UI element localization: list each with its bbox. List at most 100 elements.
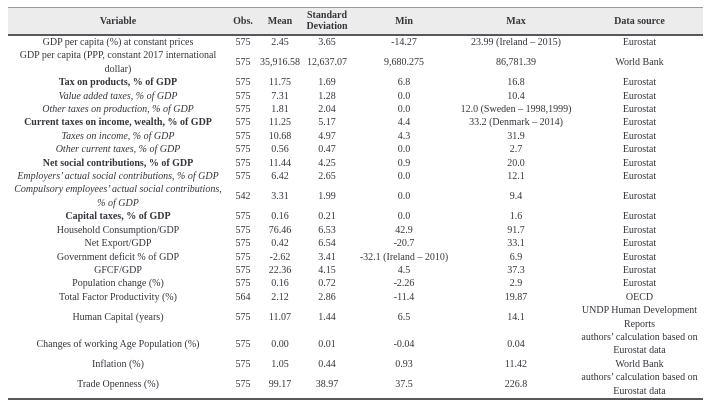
cell-obs: 575	[235, 211, 251, 223]
cell-obs: 575	[235, 278, 251, 290]
cell-max: 33.1	[507, 238, 525, 250]
cell-variable: Employers’ actual social contributions, …	[17, 171, 219, 183]
cell-max: 86,781.39	[496, 57, 536, 69]
table-row: Employers’ actual social contributions, …	[8, 170, 703, 183]
cell-sd: 1.99	[318, 191, 336, 203]
cell-mean: 0.16	[271, 278, 289, 290]
cell-mean: 1.05	[271, 358, 289, 370]
cell-min: 6.5	[397, 311, 411, 323]
cell-source: OECD	[625, 291, 654, 303]
cell-sd: 3.65	[318, 37, 336, 48]
cell-source: Eurostat	[622, 238, 657, 250]
cell-max: 23.99 (Ireland – 2015)	[471, 37, 561, 48]
header-row: Variable Obs. Mean Standard Deviation Min Max…	[8, 7, 703, 36]
cell-obs: 564	[235, 291, 251, 303]
cell-variable: Compulsory employees’ actual social cont…	[14, 184, 222, 209]
cell-mean: 11.07	[268, 311, 292, 323]
cell-variable: Inflation (%)	[92, 358, 144, 370]
cell-mean: 76.46	[268, 224, 292, 236]
cell-sd: 0.21	[318, 211, 336, 223]
cell-obs: 575	[235, 338, 251, 350]
cell-max: 2.7	[509, 144, 523, 156]
cell-mean: 11.25	[268, 117, 292, 129]
cell-source: Eurostat	[622, 117, 657, 129]
cell-min: 0.9	[397, 157, 411, 169]
cell-mean: 7.31	[271, 90, 289, 102]
cell-mean: 22.36	[268, 264, 292, 276]
cell-min: 9,680.275	[384, 57, 424, 69]
cell-variable: Human Capital (years)	[72, 311, 164, 323]
cell-max: 2.9	[509, 278, 523, 290]
cell-sd: 3.41	[318, 251, 336, 263]
cell-sd: 6.53	[318, 224, 336, 236]
cell-mean: 0.42	[271, 238, 289, 250]
cell-obs: 542	[235, 191, 251, 203]
table-row: Population change (%) 575 0.16 0.72 -2.26 2.9…	[8, 277, 703, 290]
cell-mean: 0.16	[271, 211, 289, 223]
table-header: Variable Obs. Mean Standard Deviation Min Max…	[8, 7, 703, 36]
cell-max: 33.2 (Denmark – 2014)	[469, 117, 563, 129]
table-row: GDP per capita (%) at constant prices 575…	[8, 35, 703, 49]
cell-sd: 4.25	[318, 157, 336, 169]
cell-obs: 575	[235, 224, 251, 236]
cell-sd: 1.28	[318, 90, 336, 102]
cell-source: Eurostat	[622, 77, 657, 89]
cell-mean: 3.31	[271, 191, 289, 203]
cell-variable: Net social contributions, % of GDP	[42, 157, 194, 169]
cell-max: 91.7	[507, 224, 525, 236]
cell-min: 4.4	[397, 117, 411, 129]
cell-sd: 0.44	[318, 358, 336, 370]
cell-sd: 2.04	[318, 104, 336, 116]
cell-min: -32.1 (Ireland – 2010)	[359, 251, 449, 263]
cell-obs: 575	[235, 130, 251, 142]
cell-sd: 38.97	[302, 371, 352, 400]
cell-mean: 2.12	[271, 291, 289, 303]
table-row: Net social contributions, % of GDP 575 11.…	[8, 157, 703, 170]
cell-mean: 1.81	[271, 104, 289, 116]
cell-source: World Bank	[615, 57, 664, 69]
cell-mean: 0.56	[271, 144, 289, 156]
cell-obs: 575	[235, 157, 251, 169]
cell-variable: Value added taxes, % of GDP	[58, 90, 178, 102]
cell-variable: Changes of working Age Population (%)	[36, 338, 200, 350]
table-row: Value added taxes, % of GDP 575 7.31 1.28 0.…	[8, 90, 703, 103]
column-header-max: Max	[456, 7, 576, 36]
cell-max: 14.1	[507, 311, 525, 323]
cell-obs: 575	[235, 117, 251, 129]
cell-sd: 6.54	[318, 238, 336, 250]
cell-source: authors’ calculation based on Eurostat d…	[581, 331, 698, 357]
cell-mean: 35,916.58	[260, 57, 300, 69]
cell-max: 226.8	[456, 371, 576, 400]
cell-mean: 2.45	[271, 37, 289, 48]
cell-sd: 1.69	[318, 77, 336, 89]
cell-max: 1.6	[509, 211, 523, 223]
cell-mean: 11.44	[268, 157, 292, 169]
cell-obs: 575	[235, 57, 251, 69]
cell-mean: 11.75	[268, 77, 292, 89]
table-row: Inflation (%) 575 1.05 0.44 0.93 11.42 World B…	[8, 358, 703, 371]
cell-min: -14.27	[391, 37, 417, 48]
table-row: Taxes on income, % of GDP 575 10.68 4.97 4.3…	[8, 130, 703, 143]
cell-obs: 575	[235, 311, 251, 323]
cell-max: 11.42	[504, 358, 528, 370]
table-row: Current taxes on income, wealth, % of GD…	[8, 116, 703, 129]
cell-source: Eurostat	[622, 130, 657, 142]
cell-min: 4.5	[397, 264, 411, 276]
cell-max: 10.4	[507, 90, 525, 102]
column-header-source: Data source	[576, 7, 703, 36]
cell-variable: Government deficit % of GDP	[56, 251, 180, 263]
table-row: Household Consumption/GDP 575 76.46 6.53 42.…	[8, 224, 703, 237]
table-row: Capital taxes, % of GDP 575 0.16 0.21 0.0 1.6…	[8, 210, 703, 223]
cell-obs: 575	[235, 90, 251, 102]
cell-max: 9.4	[509, 191, 523, 203]
cell-min: 4.3	[397, 130, 411, 142]
cell-obs: 575	[235, 144, 251, 156]
cell-min: -20.7	[393, 238, 415, 250]
cell-mean: 10.68	[268, 130, 292, 142]
cell-min: 0.0	[397, 90, 411, 102]
table-row: Other current taxes, % of GDP 575 0.56 0.47…	[8, 143, 703, 156]
cell-max: 19.87	[504, 291, 528, 303]
cell-variable: Trade Openness (%)	[8, 371, 228, 400]
cell-sd: 5.17	[318, 117, 336, 129]
cell-sd: 0.47	[318, 144, 336, 156]
